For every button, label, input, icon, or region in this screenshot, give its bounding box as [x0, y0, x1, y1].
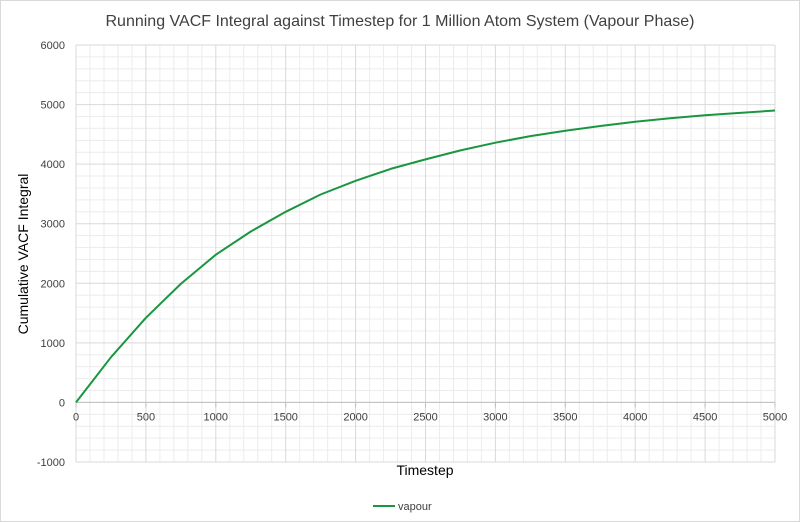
y-tick-label: 4000	[41, 159, 65, 171]
y-tick-label: 6000	[41, 40, 65, 52]
series-line-vapour	[75, 109, 776, 404]
x-tick-labels: 0 500 1000 1500 2000 2500 3000 3500 4000 4500 5000	[73, 411, 787, 423]
x-tick-label: 1500	[273, 411, 297, 423]
x-tick-label: 4500	[693, 411, 717, 423]
x-axis-title: Timestep	[396, 462, 453, 478]
x-tick-label: 0	[73, 411, 79, 423]
x-tick-label: 5000	[763, 411, 787, 423]
y-tick-label: 1000	[41, 338, 65, 350]
y-tick-labels: -1000 0 1000 2000 3000 4000 5000 6000	[37, 40, 65, 469]
y-tick-label: 2000	[41, 278, 65, 290]
x-tick-label: 3000	[483, 411, 507, 423]
chart-title: Running VACF Integral against Timestep f…	[105, 13, 694, 30]
x-tick-label: 3500	[553, 411, 577, 423]
x-tick-label: 2000	[343, 411, 367, 423]
legend: vapour	[373, 501, 432, 513]
y-axis-title: Cumulative VACF Integral	[15, 174, 31, 335]
x-tick-label: 500	[137, 411, 155, 423]
legend-label-vapour: vapour	[398, 501, 432, 513]
y-tick-label: 0	[59, 397, 65, 409]
major-gridlines	[75, 44, 776, 463]
series-layer	[75, 109, 776, 404]
y-tick-label: 5000	[41, 100, 65, 112]
y-tick-label: -1000	[37, 457, 65, 469]
x-axis-line-group	[75, 401, 776, 408]
x-tick-label: 4000	[623, 411, 647, 423]
y-tick-label: 3000	[41, 219, 65, 231]
x-tick-label: 1000	[204, 411, 228, 423]
x-tick-label: 2500	[413, 411, 437, 423]
